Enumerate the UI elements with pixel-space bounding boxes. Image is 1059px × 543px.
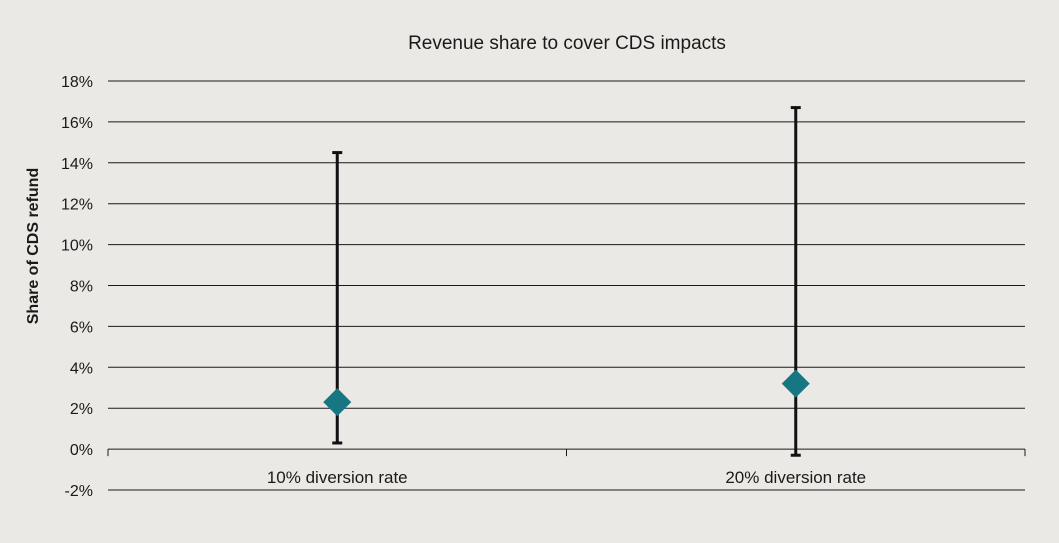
y-tick-label: 8% — [70, 279, 93, 296]
y-tick-label: 12% — [61, 197, 93, 214]
y-tick-label: 6% — [70, 319, 93, 336]
x-axis-categories: 10% diversion rate 20% diversion rate — [267, 468, 866, 487]
y-axis-label: Share of CDS refund — [25, 168, 42, 324]
y-tick-label: 16% — [61, 115, 93, 132]
y-tick-label: 0% — [70, 442, 93, 459]
gridlines — [108, 80, 1025, 491]
data-point-group — [323, 151, 352, 445]
y-tick-label: -2% — [65, 483, 93, 500]
data-marks — [323, 106, 810, 457]
y-tick-label: 2% — [70, 401, 93, 418]
x-category-label: 20% diversion rate — [725, 468, 866, 487]
data-point-marker — [323, 388, 352, 417]
chart-title: Revenue share to cover CDS impacts — [408, 33, 726, 54]
data-point-group — [781, 106, 810, 457]
x-category-label: 10% diversion rate — [267, 468, 408, 487]
y-tick-label: 18% — [61, 74, 93, 91]
y-tick-label: 4% — [70, 360, 93, 377]
data-point-marker — [781, 369, 810, 398]
x-axis — [107, 448, 1026, 457]
y-axis-ticks: -2% 0% 2% 4% 6% 8% 10% 12% 14% 16% 18% — [61, 74, 93, 500]
y-tick-label: 10% — [61, 238, 93, 255]
y-tick-label: 14% — [61, 156, 93, 173]
